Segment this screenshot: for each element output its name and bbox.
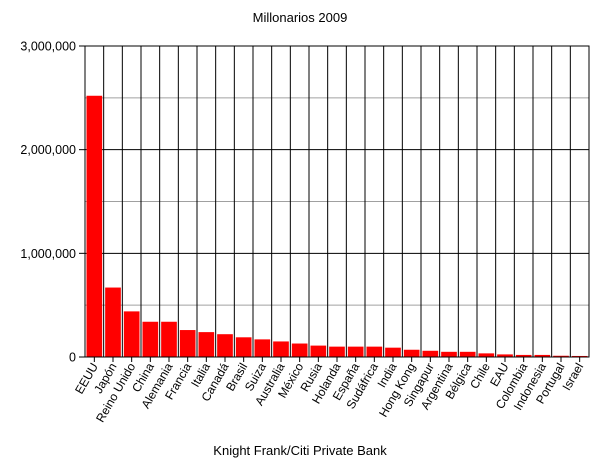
bar-hong-kong (403, 349, 420, 357)
bar-canadá (217, 334, 233, 357)
bar-francia (179, 330, 196, 357)
bar-colombia (515, 354, 532, 357)
y-tick-label: 3,000,000 (20, 40, 76, 54)
y-tick-label: 0 (69, 351, 76, 365)
bar-eau (497, 354, 513, 357)
bar-holanda (329, 346, 345, 357)
bar-australia (273, 341, 289, 357)
bar-bélgica (459, 351, 476, 357)
bar-chile (478, 353, 495, 357)
bar-argentina (441, 351, 457, 357)
bar-rusia (310, 345, 327, 357)
bar-sudáfrica (366, 346, 383, 357)
y-tick-label: 2,000,000 (20, 143, 76, 157)
y-axis-ticks: 0 1,000,000 2,000,000 3,000,000 (20, 40, 85, 365)
bar-méxico (291, 343, 308, 357)
bars (86, 95, 588, 357)
bar-suiza (254, 339, 271, 357)
bar-brasil (235, 337, 252, 357)
chart-title: Millonarios 2009 (253, 10, 348, 25)
y-tick-label: 1,000,000 (20, 247, 76, 261)
bar-españa (347, 346, 364, 357)
bar-reino-unido (123, 311, 140, 357)
bar-japón (105, 287, 121, 357)
x-axis-label: Knight Frank/Citi Private Bank (213, 443, 387, 458)
bar-china (142, 321, 159, 357)
x-tick-label: Chile (467, 360, 493, 391)
bar-portugal (553, 355, 569, 357)
bar-eeuu (86, 95, 103, 357)
bar-singapur (422, 350, 439, 357)
bar-alemania (161, 321, 177, 357)
bar-indonesia (534, 354, 551, 357)
bar-italia (198, 332, 215, 357)
grid (85, 45, 589, 358)
bar-israel (571, 355, 588, 357)
bar-india (385, 347, 401, 357)
plot-frame (84, 45, 590, 358)
